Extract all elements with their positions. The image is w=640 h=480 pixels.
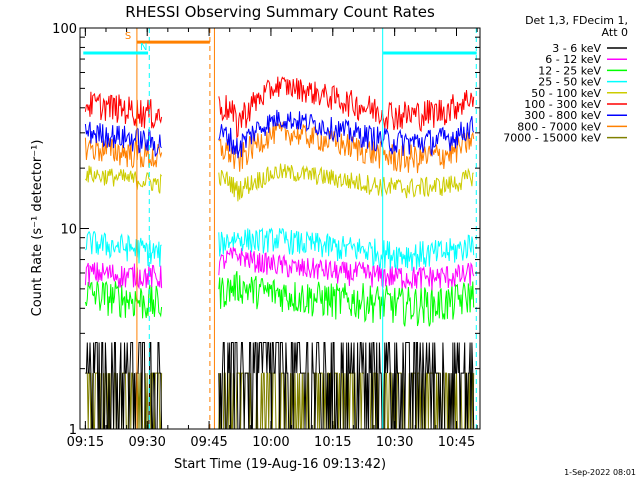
series-100-300-kev [84,76,475,139]
legend-entry: 25 - 50 keV [538,76,627,89]
legend-label: 3 - 6 keV [552,42,601,55]
flag-n: N [83,42,149,55]
series-line [84,121,475,174]
series-800-7000-kev [84,121,475,174]
plot-area: SN [83,28,477,430]
legend-label: 7000 - 15000 keV [503,132,601,145]
y-tick-label: 10 [60,223,77,238]
series-line [85,163,474,202]
legend-entry: 7000 - 15000 keV [503,132,627,145]
flag-label: N [140,42,147,53]
legend-label: 25 - 50 keV [538,76,601,89]
generation-timestamp: 1-Sep-2022 08:01 [564,468,636,477]
legend-header: Det 1,3, FDecim 1, [525,14,628,27]
axes: 09:15 09:30 09:45 10:00 10:15 10:30 10:45 1 10 10… [52,22,481,450]
flag-label: S [125,31,131,42]
legend-label: 50 - 100 keV [531,87,601,100]
x-axis-label: Start Time (19-Aug-16 09:13:42) [174,457,386,472]
legend-header: Att 0 [602,26,628,39]
series-3-6-kev [85,342,475,430]
x-tick-label: 10:00 [252,435,289,450]
x-tick-label: 10:45 [438,435,475,450]
legend-label: 800 - 7000 keV [517,120,601,133]
series-25-50-kev [85,227,475,271]
series-line [85,227,475,271]
x-tick-label: 10:15 [314,435,351,450]
legend-entry: 50 - 100 keV [531,87,627,100]
legend-entry: 3 - 6 keV [552,42,627,55]
legend-label: 12 - 25 keV [538,64,601,77]
x-tick-label: 10:30 [376,435,413,450]
legend-label: 6 - 12 keV [545,53,601,66]
legend-label: 100 - 300 keV [524,98,601,111]
legend-entry: 800 - 7000 keV [517,120,627,133]
series-line [84,76,475,139]
legend-entry: 12 - 25 keV [538,64,627,77]
x-tick-label: 09:30 [128,435,165,450]
legend-entry: 6 - 12 keV [545,53,627,66]
series-line [85,342,475,430]
flag-s: S [125,31,210,44]
legend-entry: 300 - 800 keV [524,109,627,122]
y-tick-label: 100 [52,22,77,37]
y-axis-label: Count Rate (s⁻¹ detector⁻¹) [30,140,45,317]
chart-title: RHESSI Observing Summary Count Rates [125,3,435,21]
y-tick-label: 1 [69,423,77,438]
x-tick-label: 09:45 [190,435,227,450]
x-tick-label: 09:15 [67,435,104,450]
series-50-100-kev [85,163,474,202]
legend-label: 300 - 800 keV [524,109,601,122]
legend-entry: 100 - 300 keV [524,98,627,111]
